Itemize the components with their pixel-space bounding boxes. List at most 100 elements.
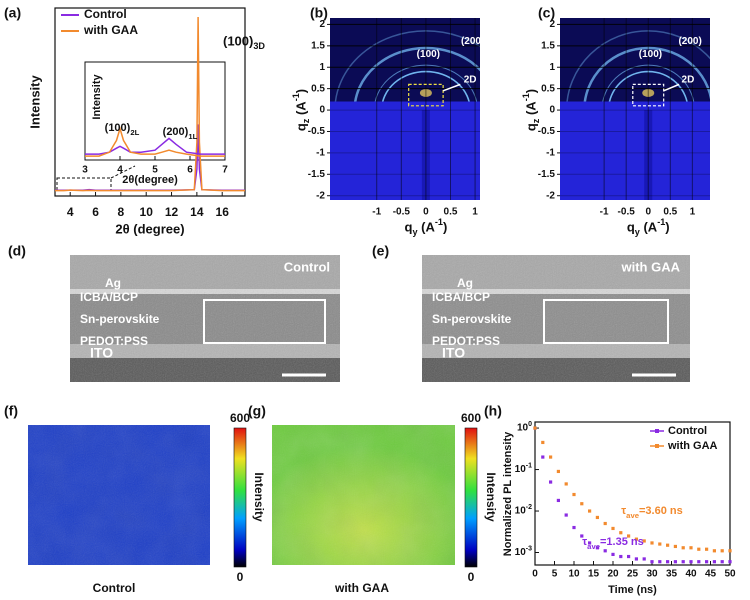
- layer-label: PEDOT:PSS: [80, 334, 148, 348]
- data-point: [666, 560, 670, 564]
- data-point: [588, 509, 592, 513]
- x-axis-label: Time (ns): [608, 584, 657, 596]
- plot-frame: [54, 7, 246, 197]
- x-tick-label: 45: [705, 569, 717, 580]
- x-tick-label: 20: [607, 569, 619, 580]
- arrow: [663, 83, 680, 92]
- y-tick-label: 1.5: [311, 40, 325, 51]
- sem-image: [70, 255, 340, 382]
- annotation: 2D: [682, 75, 695, 86]
- pl-map: [272, 425, 478, 568]
- colorbar-label: Intensity: [252, 472, 266, 522]
- data-point: [650, 541, 654, 545]
- data-point: [549, 480, 553, 484]
- x-tick-label: 0: [645, 207, 651, 218]
- data-point: [681, 560, 685, 564]
- x-axis-label: qy (A-1): [627, 217, 670, 237]
- y-tick-label: 10-2: [515, 504, 532, 516]
- data-point: [642, 539, 646, 543]
- zoom-box: [56, 177, 112, 191]
- data-point: [549, 455, 553, 459]
- panel-label: (h): [484, 403, 502, 419]
- data-point: [658, 560, 662, 564]
- sem-sample: with GAA: [621, 259, 681, 274]
- annotation: (200): [461, 36, 484, 47]
- y-tick-label: -2: [546, 190, 555, 201]
- x-tick-label: 0.5: [663, 207, 677, 218]
- data-point: [720, 549, 724, 553]
- x-tick-label: 35: [666, 569, 678, 580]
- data-point: [697, 547, 701, 551]
- x-tick-label: 0.5: [444, 207, 458, 218]
- data-point: [728, 560, 732, 564]
- y-tick-label: 100: [517, 421, 532, 433]
- giwaxs-image: [560, 18, 710, 200]
- y-tick-label: 1.5: [541, 40, 555, 51]
- data-point: [658, 542, 662, 546]
- data-point: [627, 554, 631, 559]
- data-point: [580, 502, 584, 506]
- giwaxs-image: [330, 18, 480, 200]
- x-tick-label: 14: [190, 205, 204, 219]
- data-point: [564, 513, 568, 517]
- y-tick-label: 1: [319, 62, 325, 73]
- data-point: [572, 492, 576, 497]
- annotation: (200): [678, 36, 701, 47]
- x-tick-label: 1: [690, 207, 696, 218]
- y-tick-label: 10-3: [515, 546, 532, 558]
- panel-label: (f): [4, 403, 18, 419]
- x-tick-label: 7: [222, 165, 228, 176]
- x-tick-label: 5: [152, 165, 158, 176]
- x-tick-label: 4: [117, 165, 123, 176]
- data-point: [712, 549, 716, 553]
- x-tick-label: 25: [627, 569, 639, 580]
- annotation: (100): [639, 49, 662, 60]
- x-axis-label: 2θ(degree): [122, 174, 178, 186]
- x-tick-label: -0.5: [618, 207, 636, 218]
- y-axis-label: Normalized PL intensity: [502, 431, 514, 556]
- y-tick-label: -0.5: [538, 126, 556, 137]
- data-point: [556, 469, 560, 474]
- legend-label: Control: [668, 425, 707, 437]
- annotation: 2D: [464, 75, 477, 86]
- x-tick-label: -1: [372, 207, 381, 218]
- x-tick-label: 6: [92, 205, 99, 219]
- series-line: [85, 137, 225, 155]
- data-point: [595, 546, 599, 550]
- y-tick-label: 0.5: [311, 83, 325, 94]
- inset-frame: [84, 61, 226, 161]
- zoom-line: [110, 165, 136, 179]
- y-tick-label: 0: [319, 105, 325, 116]
- legend-label: with GAA: [667, 440, 718, 452]
- x-tick-label: -0.5: [393, 207, 411, 218]
- data-point: [541, 455, 545, 459]
- x-tick-label: 3: [82, 165, 88, 176]
- layer-label: ICBA/BCP: [432, 290, 490, 304]
- data-point: [580, 534, 584, 538]
- data-point: [689, 546, 693, 550]
- data-point: [595, 515, 599, 520]
- x-tick-label: 30: [646, 569, 658, 580]
- y-axis-label: Intensity: [91, 74, 103, 120]
- panel-label: (a): [4, 5, 21, 21]
- data-point: [666, 543, 670, 547]
- x-tick-label: 10: [140, 205, 154, 219]
- data-point: [588, 541, 592, 545]
- y-tick-label: 0: [549, 105, 555, 116]
- data-point: [627, 534, 631, 538]
- y-tick-label: -1: [316, 148, 325, 159]
- data-point: [533, 426, 537, 430]
- data-point: [712, 560, 716, 564]
- x-tick-label: 0: [532, 569, 538, 580]
- sem-sample: Control: [284, 259, 330, 274]
- x-axis-label: 2θ (degree): [115, 221, 184, 236]
- x-tick-label: 8: [118, 205, 125, 219]
- y-tick-label: 2: [319, 19, 325, 30]
- y-tick-label: -2: [316, 190, 325, 201]
- data-point: [650, 560, 654, 564]
- data-point: [689, 560, 693, 564]
- layer-label: ITO: [90, 345, 113, 361]
- y-tick-label: -0.5: [308, 126, 326, 137]
- x-tick-label: 15: [588, 569, 600, 580]
